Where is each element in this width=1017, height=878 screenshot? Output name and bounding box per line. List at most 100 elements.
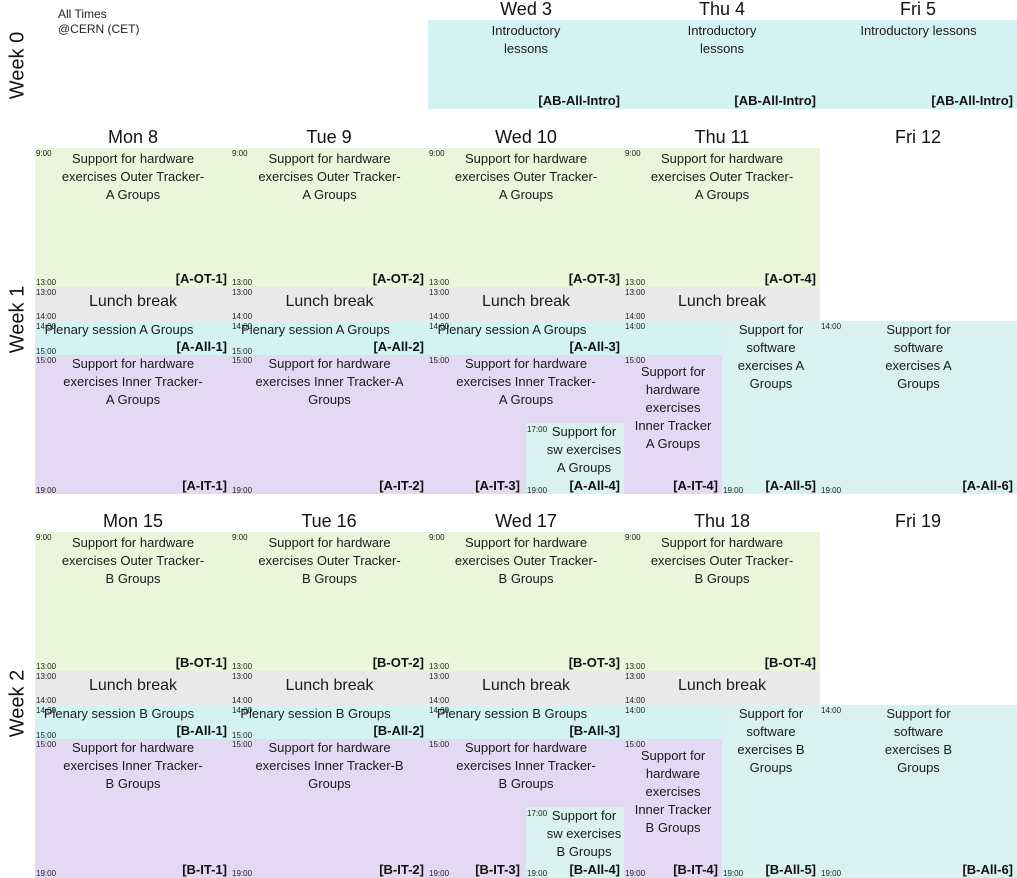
event-code: [A-All-1] xyxy=(176,339,227,354)
lunch-text: Lunch break xyxy=(481,293,571,310)
event-text: Support for software exercises A Groups xyxy=(885,322,952,391)
event-code: [A-OT-4] xyxy=(764,271,816,286)
event-text: Support for hardware exercises Outer Tra… xyxy=(61,535,205,586)
inner-tracker-event[interactable]: Support for hardware exercises Inner Tra… xyxy=(231,739,428,878)
plenary-event[interactable]: Plenary session B Groups [B-All-1] xyxy=(35,705,231,739)
time-label: 13:00 xyxy=(232,288,253,297)
lunch-event[interactable]: Lunch break xyxy=(231,671,428,705)
time-label: 9:00 xyxy=(625,149,641,158)
time-label: 19:00 xyxy=(723,869,744,878)
plenary-event[interactable]: Plenary session A Groups [A-All-1] xyxy=(35,321,231,355)
event-code: [B-OT-2] xyxy=(372,655,424,670)
intro-event-wed[interactable]: Introductory lessons [AB-All-Intro] xyxy=(428,20,624,109)
time-label: 19:00 xyxy=(527,486,548,495)
outer-tracker-event[interactable]: Support for hardware exercises Outer Tra… xyxy=(35,148,231,287)
plenary-event[interactable]: Plenary session B Groups [B-All-2] xyxy=(231,705,428,739)
lunch-event[interactable]: Lunch break xyxy=(428,671,624,705)
event-text: Support for hardware exercises Inner Tra… xyxy=(63,356,203,407)
event-code: [A-IT-4] xyxy=(673,478,718,493)
event-code: [A-All-3] xyxy=(569,339,620,354)
week-label-2: Week 2 xyxy=(6,669,29,738)
inner-tracker-event[interactable]: Support for hardware exercises Inner Tra… xyxy=(35,355,231,494)
intro-event-fri[interactable]: Introductory lessons [AB-All-Intro] xyxy=(820,20,1017,109)
lunch-event[interactable]: Lunch break xyxy=(231,287,428,321)
event-text: Introductory lessons xyxy=(860,23,977,38)
event-code: [A-OT-3] xyxy=(568,271,620,286)
time-label: 15:00 xyxy=(36,347,57,356)
event-text: Support for hardware exercises Outer Tra… xyxy=(454,535,598,586)
time-label: 15:00 xyxy=(36,740,57,749)
inner-tracker-thu-event[interactable]: Support for hardware exercises Inner Tra… xyxy=(624,355,722,494)
time-label: 14:00 xyxy=(36,696,57,705)
lunch-event[interactable]: Lunch break xyxy=(35,287,231,321)
event-text: Support for hardware exercises Outer Tra… xyxy=(454,151,598,202)
lunch-event[interactable]: Lunch break xyxy=(35,671,231,705)
event-text: Support for hardware exercises Inner Tra… xyxy=(634,364,712,451)
event-code: [B-All-1] xyxy=(176,723,227,738)
event-text: Support for hardware exercises Outer Tra… xyxy=(650,151,794,202)
time-label: 19:00 xyxy=(821,486,842,495)
day-title: Mon 8 xyxy=(107,127,159,147)
plenary-event[interactable]: Plenary session A Groups [A-All-3] xyxy=(428,321,624,355)
time-label: 9:00 xyxy=(36,149,52,158)
event-text: Introductory lessons xyxy=(687,23,757,56)
day-title: Tue 16 xyxy=(301,511,357,531)
time-label: 13:00 xyxy=(232,278,253,287)
plenary-event[interactable]: Plenary session B Groups [B-All-3] xyxy=(428,705,624,739)
event-text: Support for hardware exercises Inner Tra… xyxy=(456,356,596,407)
time-label: 19:00 xyxy=(36,486,57,495)
time-label: 17:00 xyxy=(527,425,548,434)
event-code: [A-All-4] xyxy=(569,478,620,493)
event-text: Support for hardware exercises Outer Tra… xyxy=(61,151,205,202)
lunch-text: Lunch break xyxy=(677,293,767,310)
outer-tracker-event[interactable]: Support for hardware exercises Outer Tra… xyxy=(624,148,820,287)
inner-tracker-event[interactable]: Support for hardware exercises Inner Tra… xyxy=(35,739,231,878)
software-thu-event[interactable]: Support for software exercises B Groups … xyxy=(722,705,820,878)
lunch-event[interactable]: Lunch break xyxy=(624,287,820,321)
outer-tracker-event[interactable]: Support for hardware exercises Outer Tra… xyxy=(624,532,820,671)
outer-tracker-event[interactable]: Support for hardware exercises Outer Tra… xyxy=(231,148,428,287)
plenary-event[interactable]: Plenary session A Groups [A-All-2] xyxy=(231,321,428,355)
time-label: 14:00 xyxy=(36,312,57,321)
day-title: Mon 15 xyxy=(102,511,164,531)
event-text: Plenary session A Groups xyxy=(241,322,390,337)
event-code: [B-OT-4] xyxy=(764,655,816,670)
inner-tracker-event[interactable]: Support for hardware exercises Inner Tra… xyxy=(231,355,428,494)
day-title: Fri 19 xyxy=(894,511,941,531)
time-label: 9:00 xyxy=(36,533,52,542)
software-thu-event[interactable]: Support for software exercises A Groups … xyxy=(722,321,820,494)
software-fri-event[interactable]: Support for software exercises B Groups … xyxy=(820,705,1017,878)
inner-tracker-thu-event[interactable]: Support for hardware exercises Inner Tra… xyxy=(624,739,722,878)
event-text: Support for sw exercises B Groups xyxy=(546,808,622,859)
event-code: [A-All-5] xyxy=(765,478,816,493)
event-text: Plenary session B Groups xyxy=(240,706,391,721)
time-label: 14:00 xyxy=(429,312,450,321)
outer-tracker-event[interactable]: Support for hardware exercises Outer Tra… xyxy=(231,532,428,671)
sw-small-event[interactable]: Support for sw exercises A Groups [A-All… xyxy=(526,423,624,494)
outer-tracker-event[interactable]: Support for hardware exercises Outer Tra… xyxy=(35,532,231,671)
intro-event-thu[interactable]: Introductory lessons [AB-All-Intro] xyxy=(624,20,820,109)
event-text: Plenary session A Groups xyxy=(44,322,194,337)
lunch-event[interactable]: Lunch break xyxy=(428,287,624,321)
event-code: [B-OT-1] xyxy=(175,655,227,670)
lunch-text: Lunch break xyxy=(88,293,178,310)
software-fri-event[interactable]: Support for software exercises A Groups … xyxy=(820,321,1017,494)
event-text: Introductory lessons xyxy=(491,23,561,56)
event-code: [A-IT-2] xyxy=(379,478,424,493)
lunch-event[interactable]: Lunch break xyxy=(624,671,820,705)
day-title: Wed 17 xyxy=(495,511,557,531)
outer-tracker-event[interactable]: Support for hardware exercises Outer Tra… xyxy=(428,148,624,287)
time-label: 14:00 xyxy=(232,322,253,331)
time-label: 13:00 xyxy=(232,672,253,681)
event-code: [B-All-3] xyxy=(569,723,620,738)
event-code: [A-All-6] xyxy=(962,478,1013,493)
lunch-text: Lunch break xyxy=(285,677,374,694)
event-text: Plenary session A Groups xyxy=(437,322,587,337)
day-title: Wed 10 xyxy=(495,127,557,147)
sw-small-event[interactable]: Support for sw exercises B Groups [B-All… xyxy=(526,807,624,878)
time-label: 17:00 xyxy=(527,809,548,818)
time-label: 19:00 xyxy=(232,486,253,495)
outer-tracker-event[interactable]: Support for hardware exercises Outer Tra… xyxy=(428,532,624,671)
event-code: [A-OT-1] xyxy=(175,271,227,286)
plenary-thu-slot xyxy=(624,321,722,355)
